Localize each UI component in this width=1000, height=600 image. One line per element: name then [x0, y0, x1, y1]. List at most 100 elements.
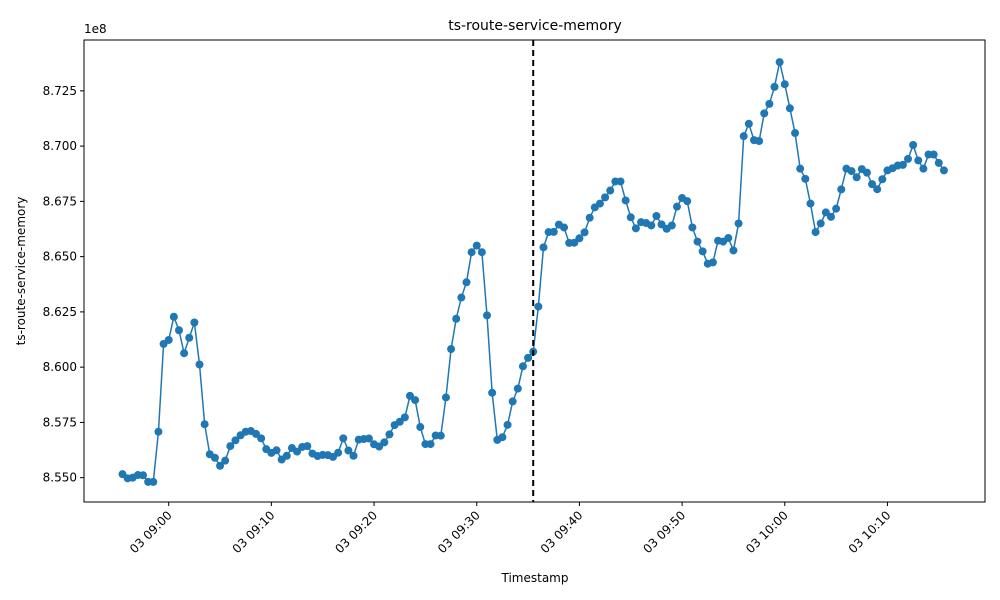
data-point — [174, 326, 183, 335]
y-tick-label: 8.575 — [43, 415, 77, 429]
data-point — [734, 219, 743, 228]
data-point — [770, 82, 779, 91]
data-point — [436, 431, 445, 440]
data-point — [791, 129, 800, 138]
y-tick-label: 8.600 — [43, 360, 77, 374]
data-point — [154, 427, 163, 436]
data-point — [575, 234, 584, 243]
data-point — [898, 160, 907, 169]
data-point — [775, 58, 784, 67]
data-point — [826, 212, 835, 221]
data-point — [139, 471, 148, 480]
data-point — [744, 119, 753, 128]
data-point — [606, 186, 615, 195]
data-point — [534, 302, 543, 311]
y-axis-label: ts-route-service-memory — [14, 197, 28, 346]
data-point — [447, 345, 456, 354]
data-point — [683, 197, 692, 206]
data-point — [729, 246, 738, 255]
data-point — [416, 423, 425, 432]
data-point — [185, 333, 194, 342]
data-point — [498, 433, 507, 442]
data-point — [508, 397, 517, 406]
data-point — [257, 434, 266, 443]
y-tick-label: 8.675 — [43, 194, 77, 208]
data-point — [765, 99, 774, 108]
data-point — [226, 442, 235, 451]
chart-title: ts-route-service-memory — [448, 18, 622, 34]
data-point — [441, 393, 450, 402]
data-point — [349, 451, 358, 460]
data-point — [195, 360, 204, 369]
data-point — [149, 477, 158, 486]
data-point — [939, 166, 948, 175]
data-point — [164, 335, 173, 344]
data-point — [652, 211, 661, 220]
data-point — [400, 413, 409, 422]
data-point — [785, 104, 794, 113]
data-point — [231, 436, 240, 445]
data-point — [539, 243, 548, 252]
data-point — [616, 177, 625, 186]
plot-area — [118, 40, 948, 502]
data-point — [503, 420, 512, 429]
data-point — [272, 446, 281, 455]
data-point — [755, 137, 764, 146]
data-point — [903, 154, 912, 163]
data-point — [688, 223, 697, 232]
data-point — [934, 158, 943, 167]
data-point — [364, 434, 373, 443]
data-point — [873, 185, 882, 194]
data-point — [411, 396, 420, 405]
data-point — [595, 199, 604, 208]
y-tick-label: 8.550 — [43, 471, 77, 485]
data-point — [467, 248, 476, 257]
data-point — [832, 204, 841, 213]
y-offset-label: 1e8 — [84, 22, 107, 36]
data-point — [852, 173, 861, 182]
data-point — [293, 447, 302, 456]
data-point — [339, 434, 348, 443]
data-point — [909, 141, 918, 149]
data-point — [914, 156, 923, 165]
data-point — [221, 456, 230, 465]
data-point — [585, 213, 594, 222]
data-point — [169, 312, 178, 321]
y-tick-label: 8.625 — [43, 305, 77, 319]
data-point — [847, 167, 856, 176]
data-point — [216, 461, 225, 470]
data-point — [452, 314, 461, 323]
data-point — [180, 349, 189, 358]
data-point — [811, 228, 820, 237]
data-point — [477, 248, 486, 257]
data-point — [672, 202, 681, 211]
data-point — [708, 258, 717, 267]
data-point — [806, 199, 815, 208]
data-point — [760, 109, 769, 118]
data-point — [483, 311, 492, 320]
data-point — [524, 353, 533, 362]
y-tick-label: 8.700 — [43, 139, 77, 153]
axes-frame — [83, 39, 986, 503]
data-point — [462, 278, 471, 287]
data-point — [601, 193, 610, 202]
data-point — [816, 219, 825, 228]
data-point — [334, 448, 343, 457]
data-point — [868, 180, 877, 189]
data-point — [200, 420, 209, 429]
data-point — [344, 446, 353, 455]
data-point — [518, 362, 527, 371]
data-point — [488, 388, 497, 397]
data-point — [282, 451, 291, 460]
data-point — [919, 164, 928, 173]
data-point — [513, 384, 522, 393]
data-point — [210, 453, 219, 462]
data-point — [457, 293, 466, 302]
data-point — [560, 223, 569, 232]
data-point — [929, 150, 938, 159]
data-point — [626, 213, 635, 222]
data-point — [549, 227, 558, 236]
data-point — [862, 168, 871, 177]
